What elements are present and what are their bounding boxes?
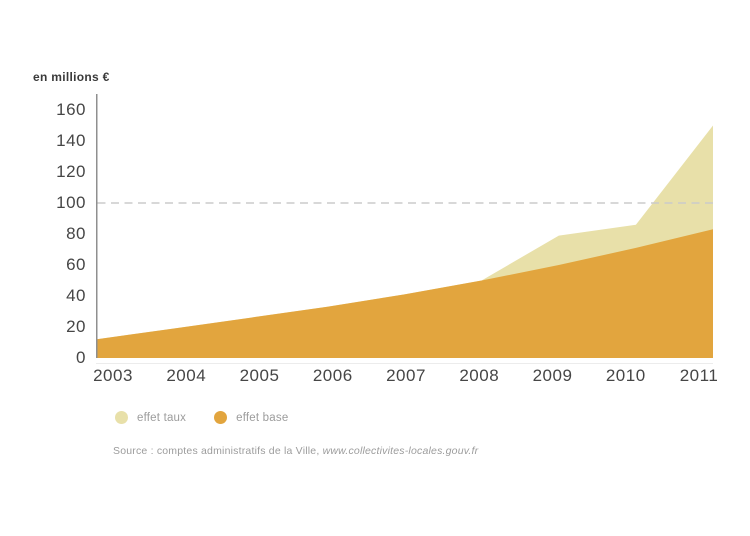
x-axis-line (96, 363, 713, 364)
source-caption: Source : comptes administratifs de la Vi… (113, 445, 478, 457)
x-axis-tick-label: 2011 (679, 366, 719, 385)
legend-label: effet taux (137, 411, 187, 424)
effet-taux-swatch-icon (115, 411, 128, 424)
y-axis-unit-label: en millions € (33, 70, 110, 84)
y-axis-tick-label: 20 (66, 317, 86, 336)
source-reference: www.collectivites-locales.gouv.fr (322, 445, 479, 457)
legend-item-effet-base: effet base (214, 411, 288, 424)
legend-item-effet-taux: effet taux (115, 411, 186, 424)
x-axis-tick-label: 2010 (605, 366, 646, 385)
x-axis-tick-label: 2007 (386, 366, 426, 385)
y-axis-tick-label: 0 (76, 348, 86, 367)
x-axis-tick-label: 2009 (532, 366, 573, 385)
x-axis-tick-label: 2005 (239, 366, 280, 385)
effet-base-swatch-icon (214, 411, 228, 424)
x-axis-tick-label: 2008 (459, 366, 500, 385)
y-axis-tick-label: 60 (66, 255, 86, 274)
y-axis-tick-label: 100 (56, 193, 86, 212)
y-axis-tick-label: 40 (66, 286, 86, 305)
x-axis-tick-label: 2004 (166, 366, 207, 385)
y-axis-tick-label: 80 (66, 224, 86, 243)
legend-label: effet base (236, 411, 289, 424)
effet-base-area (96, 229, 713, 358)
source-text: Source : comptes administratifs de la Vi… (113, 445, 323, 457)
stacked-area-chart (96, 94, 713, 358)
x-axis-tick-label: 2006 (312, 366, 353, 385)
y-axis-tick-label: 140 (56, 131, 86, 150)
y-axis-tick-label: 160 (56, 100, 86, 119)
x-axis-tick-label: 2003 (93, 366, 133, 385)
chart-legend: effet taux effet base (115, 411, 288, 424)
y-axis-tick-label: 120 (56, 162, 86, 181)
